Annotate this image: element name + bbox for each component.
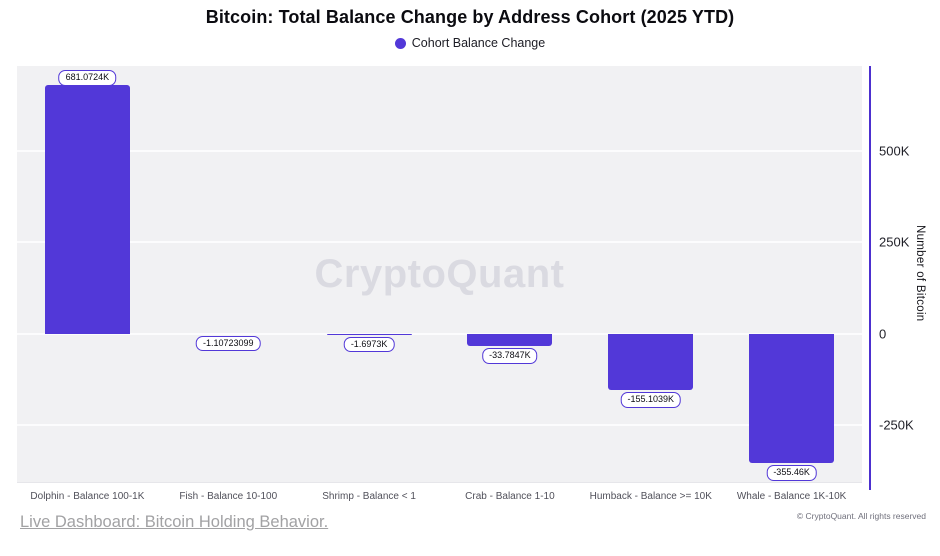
dashboard-link[interactable]: Live Dashboard: Bitcoin Holding Behavior…: [20, 513, 329, 531]
x-axis-label: Humback - Balance >= 10K: [589, 491, 712, 502]
x-axis-label: Dolphin - Balance 100-1K: [30, 491, 145, 502]
copyright-notice: © CryptoQuant. All rights reserved: [796, 511, 926, 521]
bar-value-label: -155.1039K: [620, 392, 682, 409]
bar-value-label: 681.0724K: [58, 69, 117, 86]
gridline: [17, 149, 862, 152]
y-axis-tick-label: 250K: [879, 234, 910, 250]
gridline: [17, 241, 862, 244]
y-axis-tick-label: -250K: [879, 417, 914, 433]
bar-value-label: -1.10723099: [195, 335, 261, 352]
x-axis-label: Fish - Balance 10-100: [179, 491, 278, 502]
chart-bar: [749, 333, 835, 464]
x-axis-label: Whale - Balance 1K-10K: [736, 491, 847, 502]
bar-value-label: -1.6973K: [343, 336, 395, 353]
legend[interactable]: Cohort Balance Change: [0, 36, 940, 50]
bar-value-label: -33.7847K: [482, 347, 538, 364]
y-axis-line: [869, 66, 871, 490]
chart-bar: [608, 333, 694, 391]
x-axis-label: Crab - Balance 1-10: [465, 491, 555, 502]
chart-title: Bitcoin: Total Balance Change by Address…: [205, 7, 735, 27]
chart-bar: [467, 333, 553, 346]
plot-area: CryptoQuant 681.0724K -1.10723099 -1.6973K…: [17, 66, 862, 483]
y-axis-tick-label: 500K: [879, 143, 910, 159]
gridline: [17, 423, 862, 426]
y-axis-tick-label: 0: [879, 326, 887, 342]
chart-bar: [326, 333, 412, 335]
legend-marker-icon: [394, 37, 406, 49]
watermark: CryptoQuant: [314, 252, 565, 296]
y-axis-title: Number of Bitcoin: [914, 225, 926, 322]
legend-label: Cohort Balance Change: [411, 36, 546, 50]
chart-bar: [44, 84, 130, 334]
bar-value-label: -355.46K: [766, 465, 817, 482]
gridline: [17, 332, 862, 335]
x-axis-label: Shrimp - Balance < 1: [322, 491, 416, 502]
